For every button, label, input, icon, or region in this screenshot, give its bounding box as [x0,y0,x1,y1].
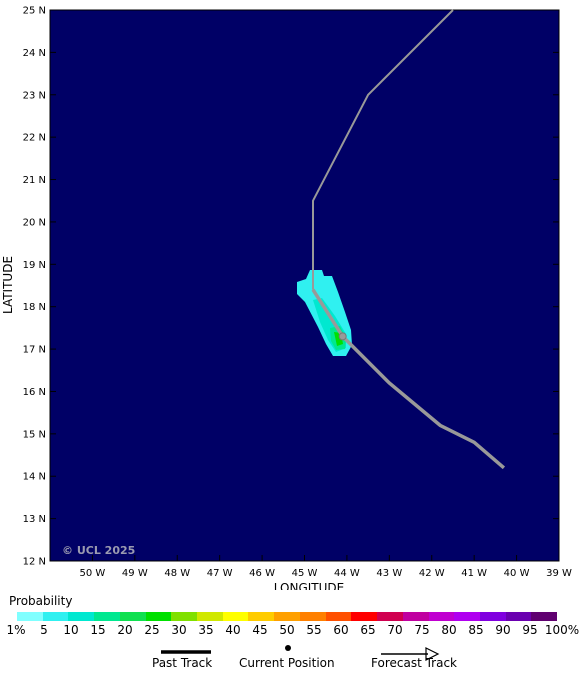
probability-scale-label: 25 [144,623,160,637]
probability-swatch [351,612,378,621]
lon-label: 39 W [546,568,572,579]
forecast-track-key-label: Forecast Track [371,656,457,670]
probability-color-bar [17,612,558,621]
lon-label: 45 W [292,568,318,579]
y-axis-title: LATITUDE [1,256,15,314]
lat-label: 20 N [23,217,46,228]
probability-swatch [119,612,146,621]
forecast-track-line [312,9,454,290]
probability-scale-label: 55 [306,623,322,637]
lon-label: 41 W [461,568,487,579]
probability-swatch [377,612,403,621]
probability-scale-label: 10 [63,623,79,637]
probability-scale-label: 60 [333,623,349,637]
past-track-key-label: Past Track [152,656,213,670]
lat-label: 14 N [23,472,46,483]
probability-swatch [454,612,480,621]
probability-swatch [325,612,352,621]
probability-swatch [171,612,198,621]
latitude-labels: 25 N 24 N 23 N 22 N 21 N 20 N 19 N 18 N 17 N 16 N… [23,6,46,568]
past-track-line [311,288,506,470]
lat-label: 16 N [23,387,46,398]
lat-label: 12 N [23,557,46,568]
lat-label: 15 N [23,429,46,440]
probability-scale-label: 15 [90,623,106,637]
legend-title: Probability [9,594,73,608]
lat-label: 23 N [23,90,46,101]
probability-swatch [42,612,69,621]
lon-label: 42 W [419,568,445,579]
lon-label: 48 W [164,568,190,579]
legend: Probability 1% 5 10 15 20 25 30 35 40 45 50 55 60 65 7… [0,590,580,681]
probability-swatch [197,612,223,621]
probability-scale-label: 5 [40,623,48,637]
lat-label: 18 N [23,302,46,313]
lon-label: 44 W [334,568,360,579]
probability-scale-label: 65 [360,623,376,637]
probability-swatch [479,612,506,621]
probability-scale-label: 30 [171,623,187,637]
probability-swatch [402,612,429,621]
current-position-marker [338,332,347,341]
probability-scale-label: 35 [198,623,214,637]
probability-scale-label: 70 [387,623,403,637]
probability-swatch [94,612,120,621]
probability-swatch [531,612,558,621]
lat-label: 25 N [23,6,46,17]
lon-label: 47 W [207,568,233,579]
probability-swatch [68,612,95,621]
current-position-key-label: Current Position [239,656,335,670]
past-track-key-line [161,650,211,654]
lat-label: 13 N [23,514,46,525]
probability-scale-label: 75 [414,623,430,637]
probability-scale-label: 85 [468,623,484,637]
probability-scale-label: 40 [225,623,241,637]
lat-label: 21 N [23,175,46,186]
copyright-label: © UCL 2025 [62,544,135,557]
probability-swatch [17,612,43,621]
lat-label: 22 N [23,133,46,144]
probability-swatch [145,612,172,621]
probability-scale-label: 90 [495,623,511,637]
probability-scale-label: 1% [6,623,26,637]
probability-swatch [274,612,300,621]
probability-scale-label: 45 [252,623,268,637]
probability-scale-label: 95 [522,623,538,637]
probability-swatch [428,612,455,621]
probability-swatch [299,612,326,621]
forecast-track-key-arrow [381,647,440,661]
lat-label: 24 N [23,48,46,59]
probability-swatch [222,612,249,621]
lon-label: 46 W [249,568,275,579]
probability-swatch [505,612,532,621]
x-axis-title: LONGITUDE [274,581,344,590]
probability-swath [297,270,352,356]
lat-label: 19 N [23,260,46,271]
probability-map: 25 N 24 N 23 N 22 N 21 N 20 N 19 N 18 N 17 N 16 N… [1,6,572,591]
probability-scale-label: 20 [117,623,133,637]
probability-scale-label: 80 [441,623,457,637]
lon-label: 50 W [80,568,106,579]
lat-label: 17 N [23,345,46,356]
lon-label: 43 W [376,568,402,579]
lon-label: 40 W [504,568,530,579]
current-position-key-dot [285,645,291,651]
probability-scale-label: 100% [544,623,580,637]
probability-scale-label: 50 [279,623,295,637]
lon-label: 49 W [122,568,148,579]
axis-ticks [50,9,560,562]
probability-swatch [248,612,275,621]
longitude-labels: 50 W 49 W 48 W 47 W 46 W 45 W 44 W 43 W 42 W 41 W… [80,568,572,579]
